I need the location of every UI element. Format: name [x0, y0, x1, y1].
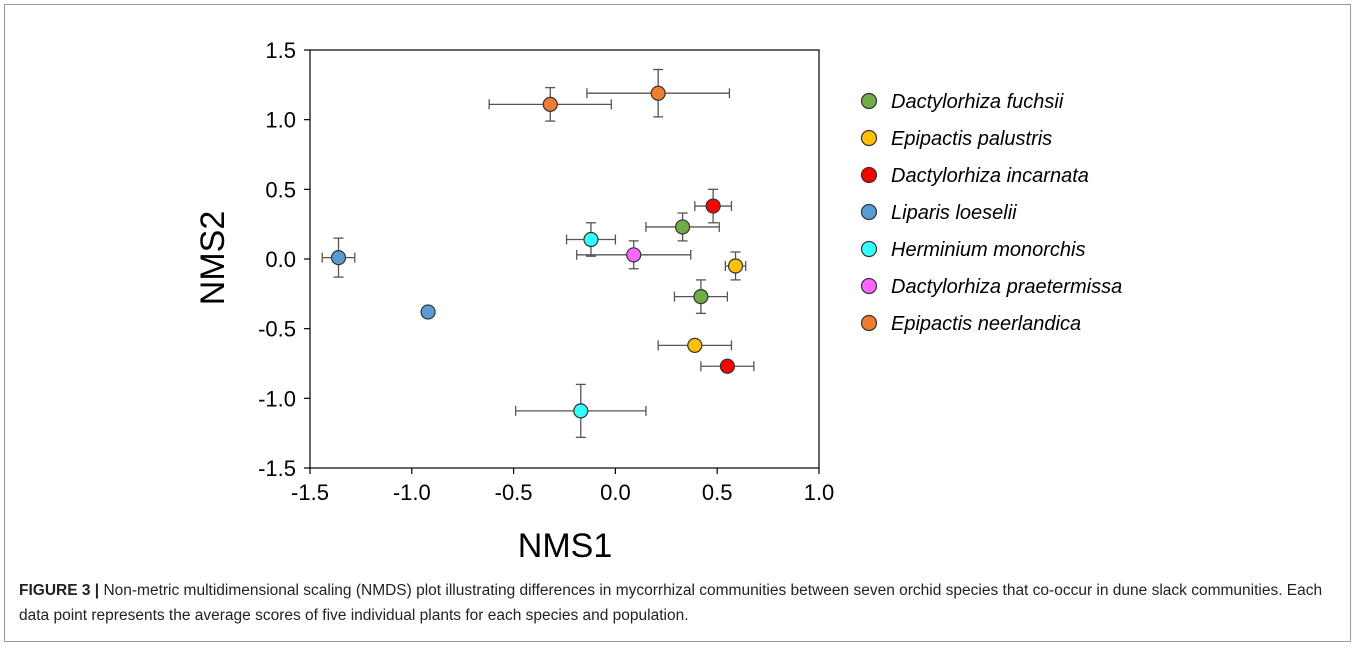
plot-axes [304, 49, 820, 474]
plot-area-border [309, 49, 820, 469]
legend-marker [860, 277, 878, 295]
data-point [693, 289, 709, 305]
figure-label: FIGURE 3 | [19, 582, 100, 599]
legend-marker [860, 314, 878, 332]
data-point [420, 304, 436, 320]
y-tick-label: 0.5 [265, 177, 296, 202]
legend-label: Epipactis palustris [891, 128, 1052, 150]
legend-marker [860, 92, 878, 110]
caption-text: Non-metric multidimensional scaling (NMD… [19, 582, 1323, 624]
x-tick-labels: -1.5 -1.0 -0.5 0.0 0.5 1.0 [291, 480, 834, 505]
y-tick-label: -1.5 [258, 456, 296, 481]
data-point [727, 258, 744, 274]
figure-frame [4, 4, 1351, 642]
y-tick-label: -0.5 [258, 317, 296, 342]
data-point [719, 358, 735, 374]
data-point [583, 231, 599, 248]
legend-marker [860, 129, 878, 147]
y-tick-labels: -1.5 -1.0 -0.5 0.0 0.5 1.0 1.5 [258, 38, 296, 481]
y-tick-label: -1.0 [258, 386, 296, 411]
legend-label: Epipactis neerlandica [891, 313, 1081, 335]
data-point [650, 85, 666, 101]
legend-label: Liparis loeselii [891, 202, 1017, 224]
y-tick-label: 0.0 [265, 247, 296, 272]
nmds-scatter-plot: -1.5 -1.0 -0.5 0.0 0.5 1.0 -1.5 -1.0 -0.5 0.0 0.5… [194, 38, 1122, 565]
legend: Dactylorhiza fuchsii Epipactis palustris D… [860, 91, 1122, 335]
legend-label: Dactylorhiza incarnata [891, 165, 1089, 187]
x-tick-label: 1.0 [804, 480, 835, 505]
x-tick-label: -0.5 [495, 480, 533, 505]
legend-label: Dactylorhiza fuchsii [891, 91, 1064, 113]
x-axis-label: NMS1 [518, 527, 612, 565]
x-tick-label: 0.5 [702, 480, 733, 505]
data-point [705, 198, 721, 214]
legend-label: Dactylorhiza praetermissa [891, 276, 1122, 298]
error-bars [321, 68, 755, 438]
legend-marker [860, 166, 878, 184]
data-point [542, 96, 558, 112]
x-tick-label: -1.5 [291, 480, 329, 505]
data-point [626, 247, 642, 263]
data-points [330, 85, 744, 419]
y-axis-label: NMS2 [194, 211, 232, 305]
data-point [687, 337, 703, 353]
legend-marker [860, 203, 878, 221]
data-point [573, 403, 589, 419]
x-tick-label: 0.0 [600, 480, 631, 505]
data-point [330, 250, 347, 266]
x-tick-label: -1.0 [393, 480, 431, 505]
y-tick-label: 1.0 [265, 108, 296, 133]
figure-caption: FIGURE 3 | Non-metric multidimensional s… [19, 578, 1339, 628]
legend-marker [860, 240, 878, 258]
y-tick-label: 1.5 [265, 38, 296, 63]
data-point [674, 219, 691, 235]
legend-label: Herminium monorchis [891, 239, 1086, 261]
